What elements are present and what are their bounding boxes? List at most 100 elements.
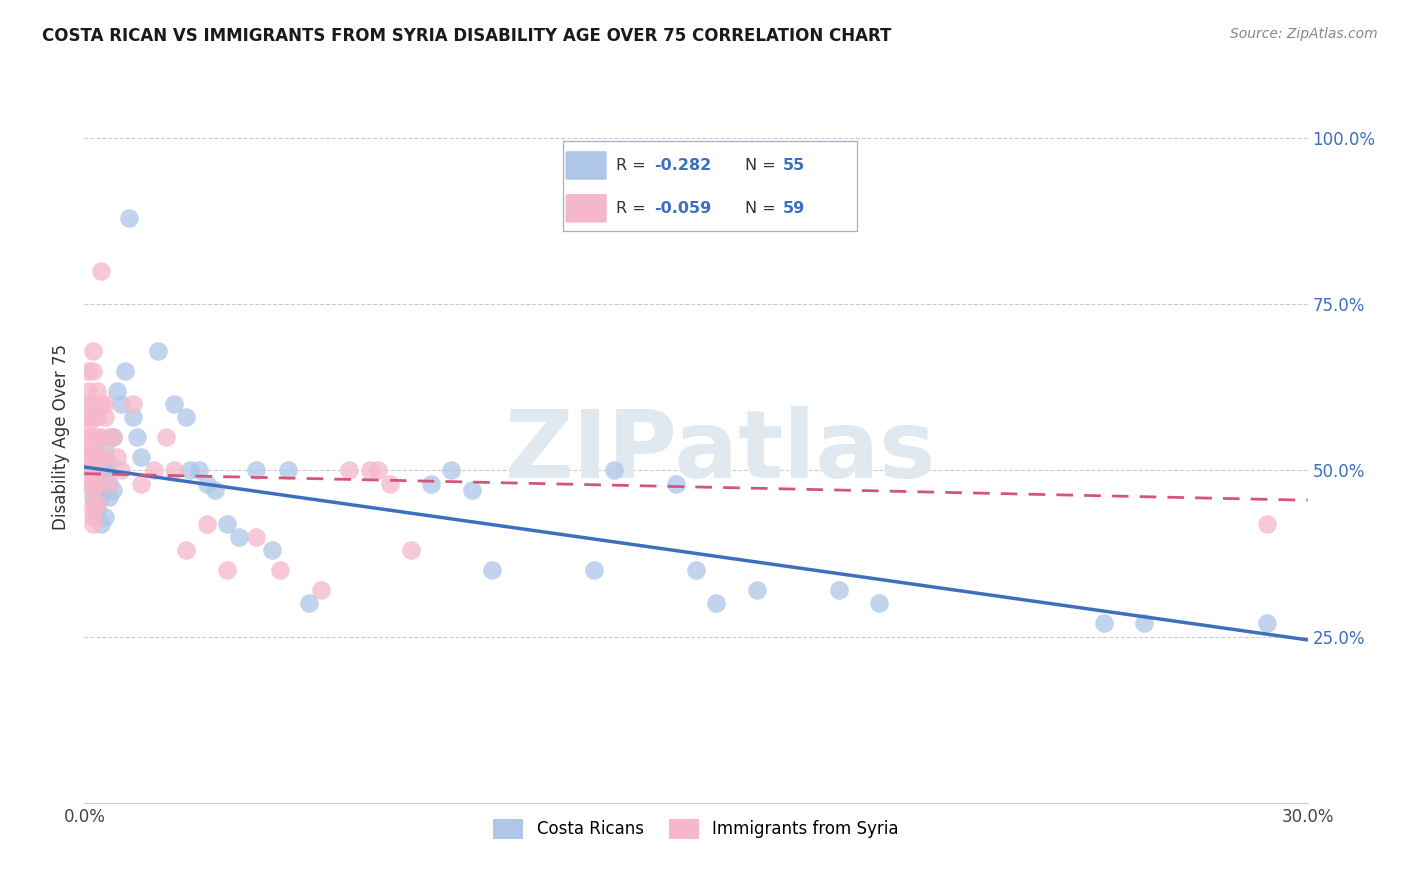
Point xyxy=(399,543,422,558)
Point xyxy=(77,450,100,464)
Point xyxy=(82,483,104,498)
Point xyxy=(86,410,108,425)
Text: -0.282: -0.282 xyxy=(654,158,711,173)
Point xyxy=(77,363,100,377)
Point xyxy=(217,516,239,531)
Point xyxy=(86,463,108,477)
Point xyxy=(77,430,100,444)
Point xyxy=(1092,616,1115,631)
Text: R =: R = xyxy=(616,201,651,216)
Point xyxy=(195,476,218,491)
Point xyxy=(86,497,108,511)
Point xyxy=(706,596,728,610)
Point xyxy=(90,490,112,504)
Point xyxy=(245,463,267,477)
Y-axis label: Disability Age Over 75: Disability Age Over 75 xyxy=(52,344,70,530)
Point xyxy=(90,264,112,278)
Point xyxy=(77,397,100,411)
Point xyxy=(195,516,218,531)
Point xyxy=(82,430,104,444)
Point xyxy=(101,483,124,498)
Point xyxy=(603,463,626,477)
Point xyxy=(277,463,299,477)
Point xyxy=(245,530,267,544)
Point xyxy=(97,457,120,471)
Point xyxy=(359,463,381,477)
Point xyxy=(1256,516,1278,531)
Point xyxy=(86,503,108,517)
Point xyxy=(380,476,402,491)
Point xyxy=(298,596,321,610)
Point xyxy=(828,582,851,597)
Point xyxy=(127,430,149,444)
FancyBboxPatch shape xyxy=(565,152,607,180)
Point xyxy=(118,211,141,225)
Point xyxy=(82,463,104,477)
Point xyxy=(131,476,153,491)
Text: N =: N = xyxy=(745,158,780,173)
Point xyxy=(97,476,120,491)
Point xyxy=(82,509,104,524)
Point xyxy=(77,476,100,491)
Point xyxy=(90,463,112,477)
Point xyxy=(86,450,108,464)
Point xyxy=(260,543,283,558)
Point xyxy=(82,397,104,411)
Text: N =: N = xyxy=(745,201,780,216)
Point xyxy=(97,476,120,491)
Point xyxy=(481,563,503,577)
Point xyxy=(86,483,108,498)
Text: -0.059: -0.059 xyxy=(654,201,711,216)
Point xyxy=(93,463,115,477)
Point xyxy=(163,463,186,477)
Point xyxy=(461,483,484,498)
Point xyxy=(86,476,108,491)
Point xyxy=(93,410,115,425)
Point xyxy=(1256,616,1278,631)
Point xyxy=(90,516,112,531)
Point xyxy=(1133,616,1156,631)
Point xyxy=(93,450,115,464)
Point xyxy=(105,384,128,398)
Point xyxy=(86,430,108,444)
Point xyxy=(97,430,120,444)
Point xyxy=(82,497,104,511)
Text: 59: 59 xyxy=(783,201,806,216)
Point xyxy=(82,363,104,377)
Point xyxy=(174,410,197,425)
Point xyxy=(93,397,115,411)
Point xyxy=(77,410,100,425)
Point xyxy=(420,476,443,491)
Point xyxy=(131,450,153,464)
Point xyxy=(93,509,115,524)
Point xyxy=(269,563,291,577)
Point xyxy=(174,543,197,558)
Point xyxy=(82,410,104,425)
Text: Source: ZipAtlas.com: Source: ZipAtlas.com xyxy=(1230,27,1378,41)
Point xyxy=(82,450,104,464)
Point xyxy=(97,490,120,504)
Point xyxy=(583,563,606,577)
Point xyxy=(86,470,108,484)
Point xyxy=(142,463,165,477)
Point xyxy=(86,384,108,398)
Point xyxy=(82,476,104,491)
Point xyxy=(90,397,112,411)
Point xyxy=(82,443,104,458)
Text: R =: R = xyxy=(616,158,651,173)
Text: ZIPatlas: ZIPatlas xyxy=(505,406,936,498)
Point xyxy=(309,582,332,597)
Point xyxy=(82,490,104,504)
Point xyxy=(665,476,688,491)
Point xyxy=(93,443,115,458)
Point xyxy=(339,463,361,477)
Point xyxy=(82,516,104,531)
Point xyxy=(90,450,112,464)
Point xyxy=(179,463,201,477)
Point xyxy=(869,596,891,610)
Point xyxy=(367,463,389,477)
Point xyxy=(163,397,186,411)
Point xyxy=(77,384,100,398)
Point xyxy=(685,563,707,577)
Point xyxy=(77,463,100,477)
